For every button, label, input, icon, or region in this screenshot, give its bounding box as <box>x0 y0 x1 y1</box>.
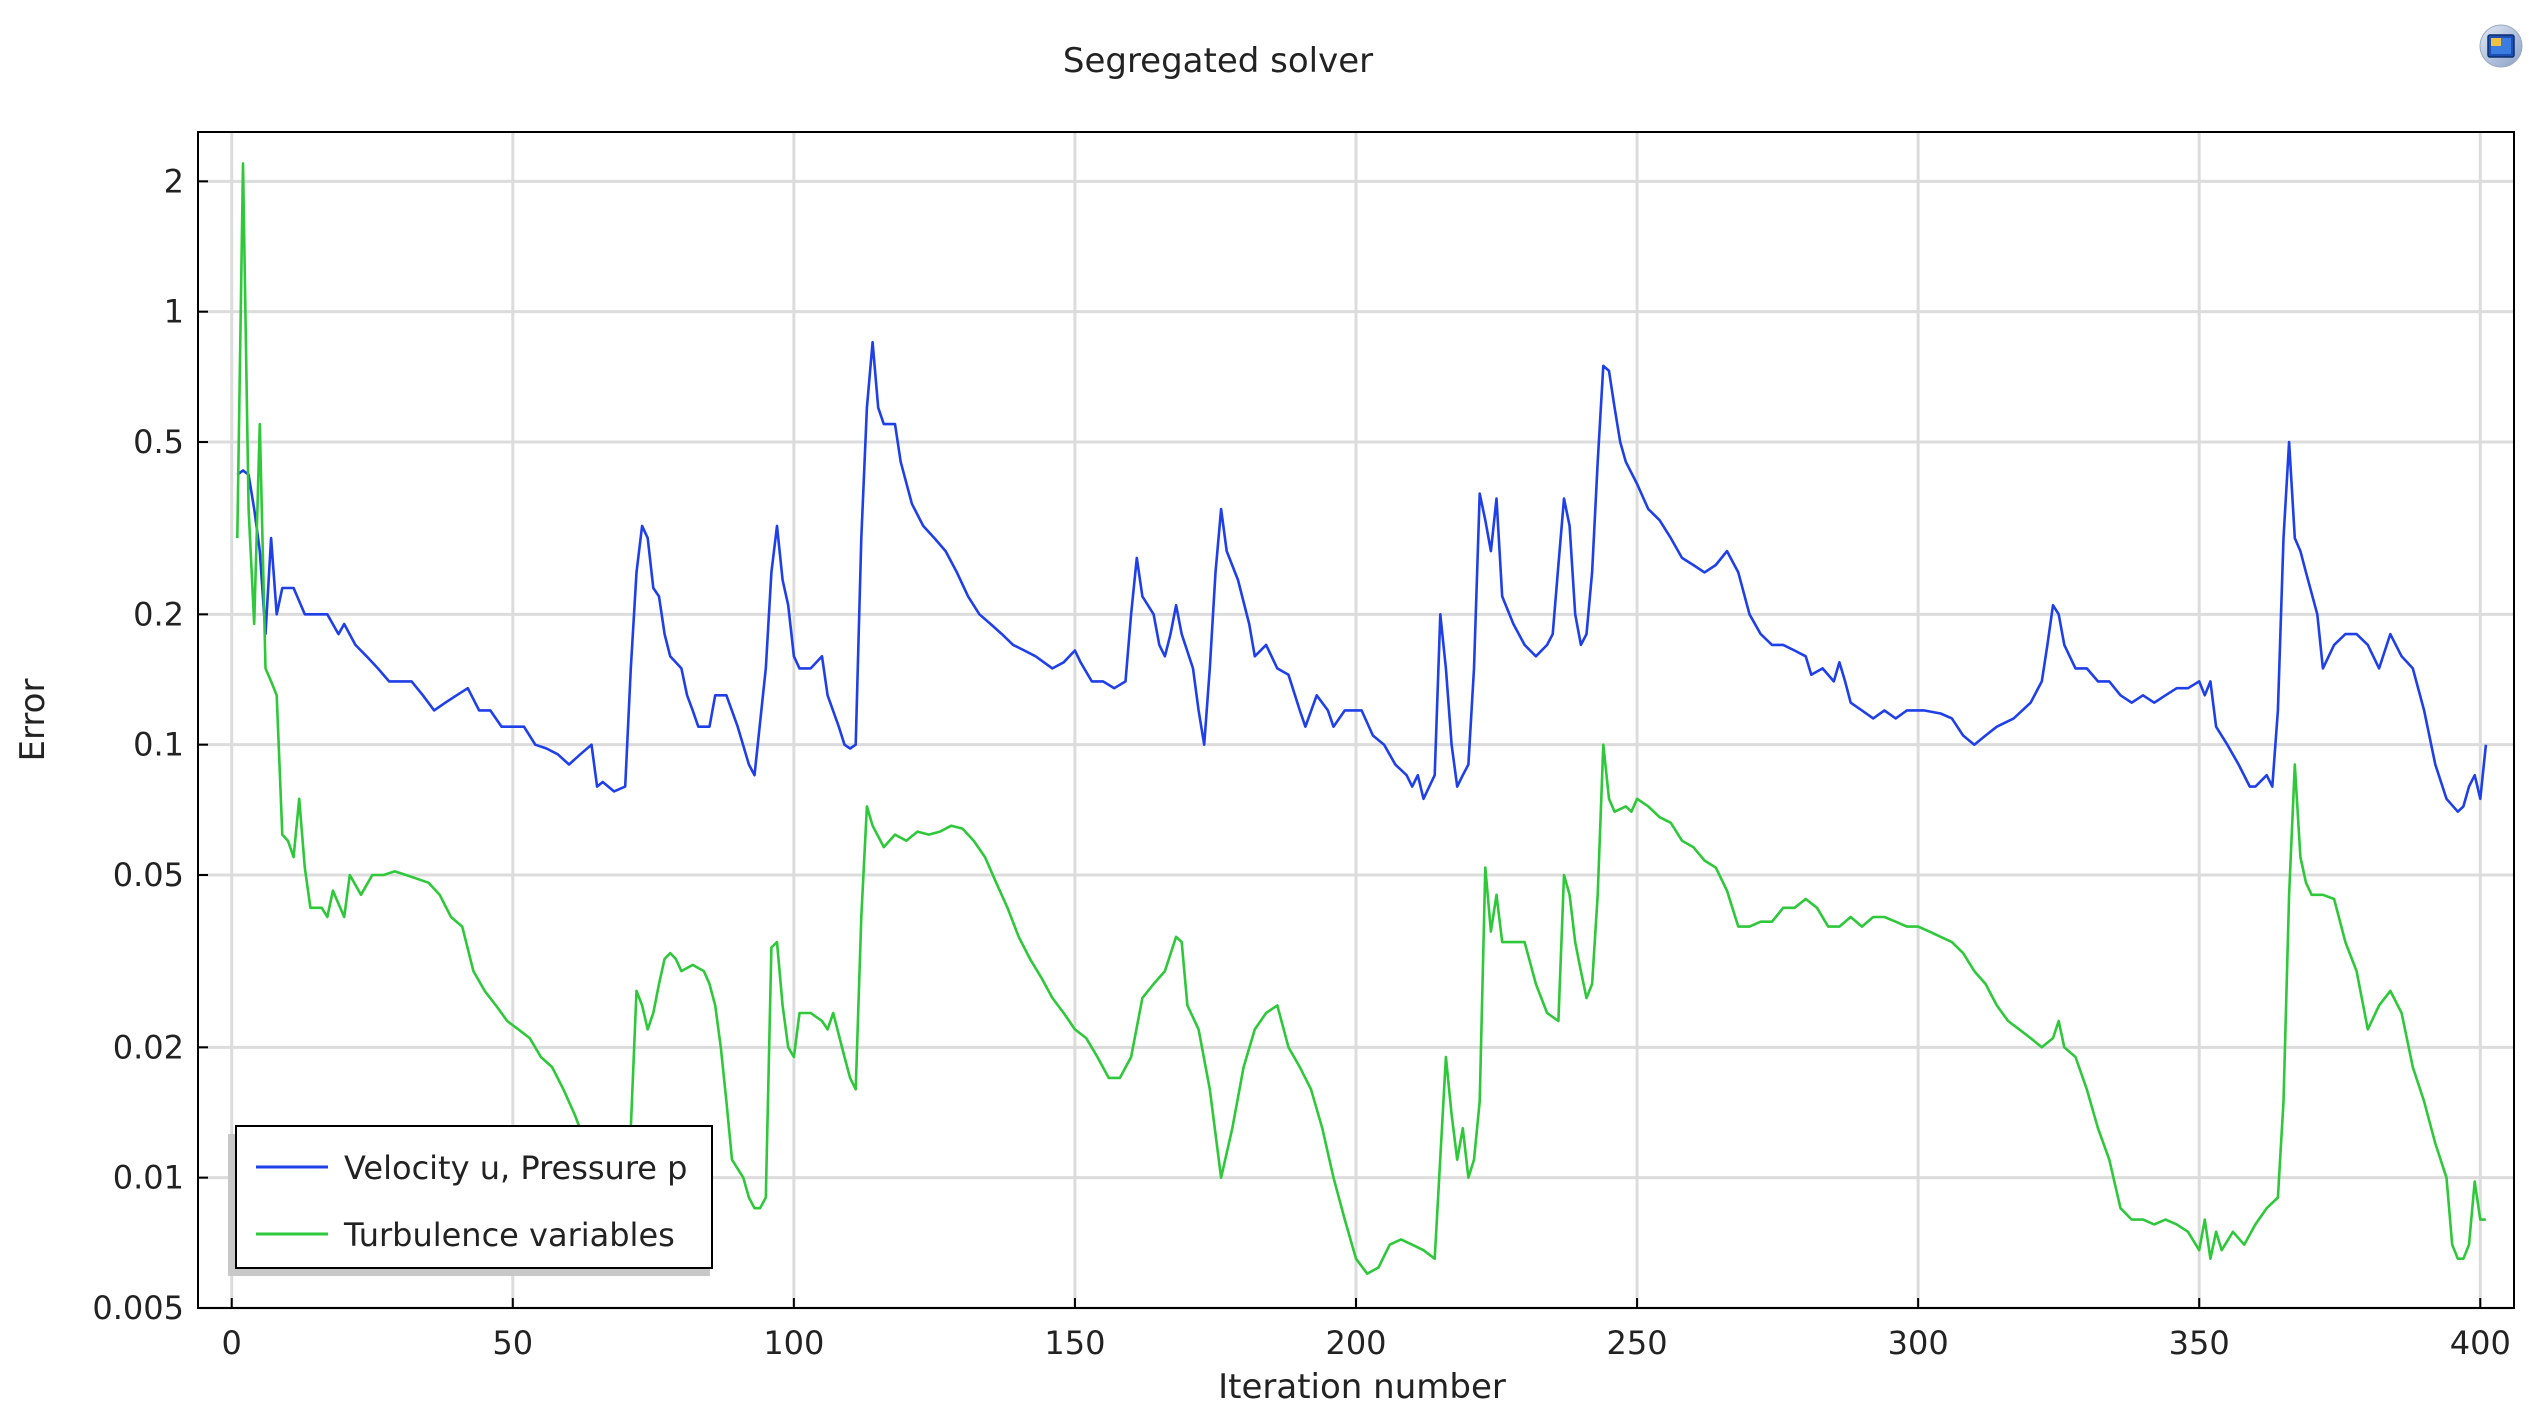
x-axis: 0 50 100 150 200 250 300 350 400 <box>222 1298 2511 1362</box>
y-tick-label: 0.005 <box>92 1289 184 1327</box>
legend-label-turbulence: Turbulence variables <box>343 1216 675 1254</box>
y-tick-label: 0.2 <box>133 595 184 633</box>
legend: Velocity u, Pressure p Turbulence variab… <box>228 1125 713 1276</box>
series-line-velocity <box>236 340 2488 813</box>
y-tick-label: 0.1 <box>133 726 184 764</box>
y-tick-label: 0.05 <box>113 856 184 894</box>
x-axis-label: Iteration number <box>1218 1367 1506 1407</box>
x-tick-label: 0 <box>222 1324 242 1362</box>
legend-label-velocity: Velocity u, Pressure p <box>344 1149 687 1187</box>
legend-box <box>235 1125 713 1269</box>
comsol-app-icon[interactable] <box>2476 22 2526 70</box>
y-tick-label: 0.01 <box>113 1159 184 1197</box>
y-tick-label: 0.02 <box>113 1028 184 1066</box>
series-line-turbulence <box>236 162 2486 1275</box>
x-tick-label: 100 <box>763 1324 824 1362</box>
x-tick-label: 400 <box>2450 1324 2511 1362</box>
x-tick-label: 250 <box>1607 1324 1668 1362</box>
series-lines <box>236 162 2488 1275</box>
chart-title: Segregated solver <box>1063 41 1373 81</box>
x-tick-label: 300 <box>1888 1324 1949 1362</box>
x-tick-label: 350 <box>2169 1324 2230 1362</box>
y-axis-label: Error <box>13 679 53 762</box>
y-tick-label: 1 <box>164 293 184 331</box>
x-tick-label: 200 <box>1325 1324 1386 1362</box>
y-tick-label: 2 <box>164 162 184 200</box>
y-tick-label: 0.5 <box>133 423 184 461</box>
y-axis: 0.005 0.01 0.02 0.05 0.1 0.2 0.5 1 2 <box>92 162 208 1327</box>
x-tick-label: 150 <box>1044 1324 1105 1362</box>
x-tick-label: 50 <box>492 1324 533 1362</box>
